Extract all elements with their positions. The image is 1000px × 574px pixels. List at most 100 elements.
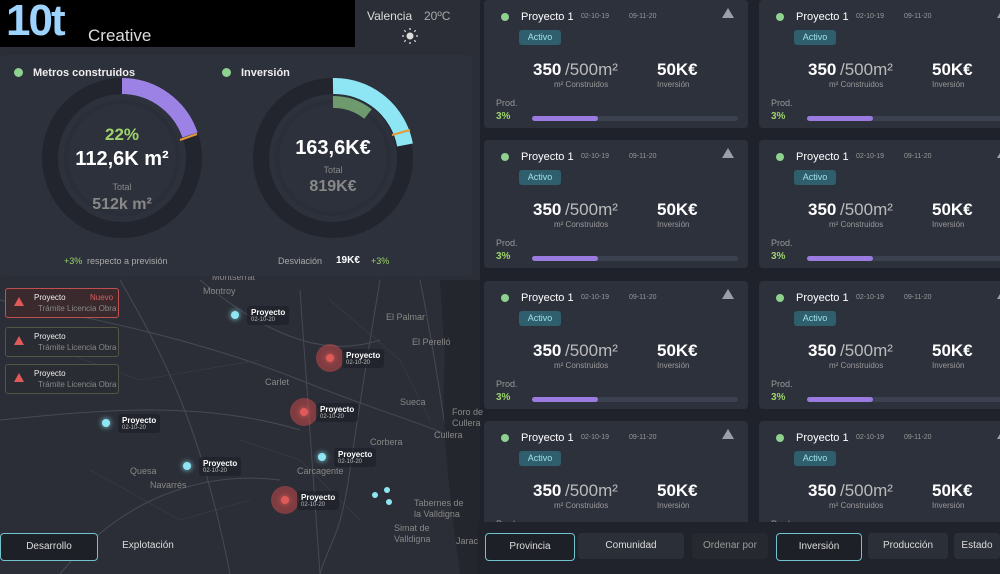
project-card[interactable]: Proyecto 1 02-10-19 09-11-20 Activo 350/500m… <box>759 281 1000 409</box>
built-label: m² Construidos <box>554 80 609 89</box>
target: /500m² <box>565 341 618 360</box>
sort-button[interactable]: Producción <box>868 533 948 559</box>
delta: +3% <box>64 256 83 266</box>
end-date: 09-11-20 <box>904 153 932 160</box>
marker-label[interactable]: Proyecto 02-10-20 <box>297 491 340 510</box>
marker-label[interactable]: Proyecto 02-10-20 <box>247 306 290 325</box>
target: /500m² <box>840 200 893 219</box>
built-label: m² Construidos <box>554 501 609 510</box>
filter-button[interactable]: Provincia <box>485 533 575 561</box>
status-dot <box>501 13 509 21</box>
marker-label[interactable]: Proyecto 02-10-20 <box>342 349 385 368</box>
investment-label: Inversión <box>932 361 965 370</box>
alert-badge: Nuevo <box>90 293 114 302</box>
tab[interactable]: Explotación <box>122 540 174 551</box>
alert[interactable]: Proyecto Trámite Licencia Obra <box>5 327 119 357</box>
place-label: Quesa <box>130 466 157 476</box>
project-card[interactable]: Proyecto 1 02-10-19 09-11-20 Activo 350/500m… <box>759 0 1000 128</box>
end-date: 09-11-20 <box>629 153 657 160</box>
marker-label[interactable]: Proyecto 02-10-20 <box>199 457 242 476</box>
marker-dot[interactable] <box>318 453 326 461</box>
progress-fill <box>532 116 598 121</box>
marker-date: 02-10-20 <box>203 468 228 474</box>
warning-icon <box>997 8 1000 18</box>
start-date: 02-10-19 <box>856 294 885 301</box>
place-label: Carlet <box>265 377 290 387</box>
progress-fill <box>807 256 873 261</box>
alert[interactable]: Proyecto Nuevo Trámite Licencia Obra <box>5 288 119 318</box>
end-date: 09-11-20 <box>629 13 657 20</box>
project-card[interactable]: Proyecto 1 02-10-19 09-11-20 Activo 350/500m… <box>484 0 748 128</box>
logo-brand: Creative <box>88 26 152 45</box>
alert-text: Trámite Licencia Obra <box>38 304 117 313</box>
warning-icon <box>722 289 734 299</box>
stats-panel: Metros construidos Inversión 22% 112,6K … <box>0 55 472 276</box>
sort-button[interactable]: Estado <box>954 533 1000 559</box>
target: /500m² <box>565 60 618 79</box>
alert[interactable]: Proyecto Trámite Licencia Obra <box>5 364 119 394</box>
place-label: Valldigna <box>394 534 431 544</box>
stat-title: Metros construidos <box>33 67 136 79</box>
marker-dot[interactable] <box>102 419 110 427</box>
place-label: Navarrés <box>150 480 187 490</box>
marker-dot[interactable] <box>281 496 289 504</box>
marker-dot[interactable] <box>231 311 239 319</box>
delta-text: respecto a previsión <box>87 256 168 266</box>
status-badge: Activo <box>519 451 561 466</box>
place-label: la Valldigna <box>414 509 460 519</box>
tab[interactable]: Desarrollo <box>0 533 98 561</box>
marker-dot[interactable] <box>300 408 308 416</box>
investment: 50K€ <box>657 200 698 219</box>
project-card[interactable]: Proyecto 1 02-10-19 09-11-20 Activo 350/500m… <box>484 140 748 268</box>
marker-title: Proyecto <box>203 459 238 468</box>
built: 350 <box>533 60 562 79</box>
status-dot <box>776 434 784 442</box>
end-date: 09-11-20 <box>629 294 657 301</box>
project-card[interactable]: Proyecto 1 02-10-19 09-11-20 Activo 350/500m… <box>759 140 1000 268</box>
project-name: Proyecto 1 <box>796 292 849 304</box>
status-dot <box>222 68 231 77</box>
prod-value: 3% <box>496 392 511 403</box>
marker-dot[interactable] <box>183 462 191 470</box>
prod-label: Prod. <box>496 379 518 389</box>
total-value: 512k m² <box>92 196 152 213</box>
progress-track <box>807 116 1000 121</box>
alert-title: Proyecto <box>34 293 66 302</box>
place-label: Carcagente <box>297 466 344 476</box>
progress-track <box>532 397 738 402</box>
marker-dot <box>386 499 392 505</box>
start-date: 02-10-19 <box>856 13 885 20</box>
project-name: Proyecto 1 <box>796 432 849 444</box>
marker-label[interactable]: Proyecto 02-10-20 <box>316 403 359 422</box>
investment: 50K€ <box>657 481 698 500</box>
marker-label[interactable]: Proyecto 02-10-20 <box>118 414 161 433</box>
investment: 50K€ <box>932 341 973 360</box>
marker-title: Proyecto <box>301 493 336 502</box>
built-label: m² Construidos <box>554 361 609 370</box>
percent: 22% <box>104 125 140 144</box>
investment: 50K€ <box>932 481 973 500</box>
alert-text: Trámite Licencia Obra <box>38 343 117 352</box>
built: 350 <box>533 200 562 219</box>
filter-button[interactable]: Comunidad <box>578 533 684 559</box>
marker-date: 02-10-20 <box>251 317 276 323</box>
sort-button[interactable]: Inversión <box>776 533 862 561</box>
start-date: 02-10-19 <box>856 153 885 160</box>
start-date: 02-10-19 <box>581 153 610 160</box>
marker-dot <box>372 492 378 498</box>
built-label: m² Construidos <box>829 80 884 89</box>
prod-label: Prod. <box>771 238 793 248</box>
investment-label: Inversión <box>657 361 690 370</box>
status-dot <box>501 153 509 161</box>
status-badge: Activo <box>794 311 836 326</box>
marker-date: 02-10-20 <box>346 360 371 366</box>
investment: 50K€ <box>932 200 973 219</box>
project-card[interactable]: Proyecto 1 02-10-19 09-11-20 Activo 350/500m… <box>484 281 748 409</box>
alert-icon <box>14 373 24 382</box>
prod-label: Prod. <box>771 379 793 389</box>
status-badge: Activo <box>794 30 836 45</box>
marker-label[interactable]: Proyecto 02-10-20 <box>334 448 377 467</box>
marker-dot[interactable] <box>326 354 334 362</box>
place-label: Sueca <box>400 397 426 407</box>
built: 350 <box>808 60 837 79</box>
